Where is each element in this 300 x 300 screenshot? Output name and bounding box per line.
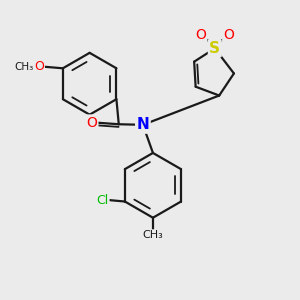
Text: CH₃: CH₃ xyxy=(14,62,34,72)
Text: CH₃: CH₃ xyxy=(142,230,163,240)
Text: O: O xyxy=(224,28,234,42)
Text: O: O xyxy=(195,28,206,42)
Text: Cl: Cl xyxy=(96,194,108,207)
Text: O: O xyxy=(34,60,44,73)
Text: S: S xyxy=(209,41,220,56)
Text: N: N xyxy=(136,117,149,132)
Text: O: O xyxy=(86,116,97,130)
